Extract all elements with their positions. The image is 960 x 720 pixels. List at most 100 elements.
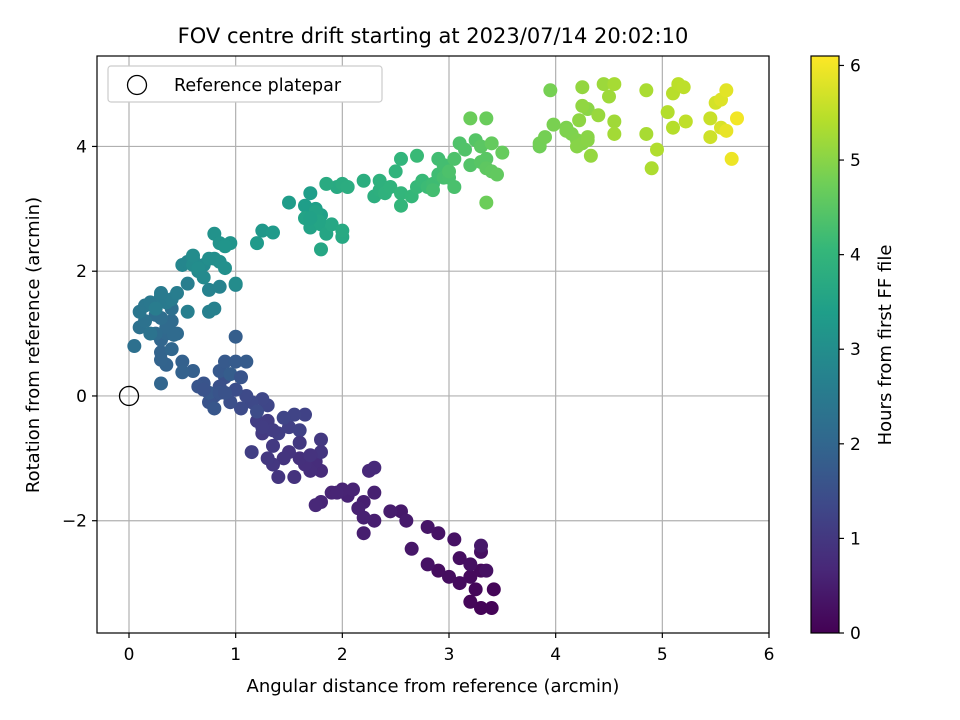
data-point — [356, 173, 371, 188]
data-point — [458, 142, 472, 157]
data-point — [383, 179, 398, 194]
data-point — [239, 354, 254, 369]
data-point — [394, 186, 408, 201]
data-point — [154, 286, 168, 301]
data-point — [543, 83, 558, 98]
data-point — [298, 198, 312, 213]
reference-marker-group — [118, 385, 140, 407]
data-point — [154, 376, 168, 391]
data-point — [426, 183, 440, 198]
data-point — [719, 83, 734, 98]
data-point — [666, 120, 680, 135]
legend: Reference platepar — [107, 65, 383, 103]
data-point — [572, 113, 587, 128]
data-point — [196, 382, 211, 397]
data-point — [484, 136, 499, 151]
data-point — [420, 519, 435, 534]
data-point — [186, 248, 200, 263]
data-point — [314, 445, 328, 460]
data-point — [580, 133, 595, 148]
data-point — [660, 105, 675, 120]
data-point — [330, 485, 344, 500]
data-point — [276, 410, 291, 425]
grid-lines — [97, 56, 770, 633]
legend-reference-marker — [126, 74, 148, 96]
y-axis-ticks: −2 0 2 4 — [62, 137, 97, 532]
data-point — [228, 329, 243, 344]
data-point — [202, 282, 216, 297]
data-point — [244, 445, 259, 460]
colorbar-tick-label: 5 — [850, 151, 861, 171]
data-point — [442, 164, 456, 179]
data-point — [474, 601, 488, 616]
data-point — [292, 451, 307, 466]
colorbar-ticks: 0 1 2 3 4 5 6 — [839, 56, 861, 644]
data-point — [474, 139, 488, 154]
data-point — [575, 98, 590, 113]
data-point — [218, 385, 232, 400]
data-point — [538, 130, 552, 145]
data-point — [180, 276, 195, 291]
data-point — [164, 342, 179, 357]
data-point — [298, 407, 312, 422]
data-point — [703, 111, 718, 126]
data-point — [175, 354, 190, 369]
data-point — [356, 510, 371, 525]
data-point — [287, 470, 302, 485]
data-point — [271, 470, 286, 485]
data-point — [650, 142, 664, 157]
data-point — [234, 401, 248, 416]
data-point — [367, 513, 382, 528]
data-point — [143, 326, 158, 341]
data-point — [223, 367, 238, 382]
data-point — [447, 532, 462, 547]
data-point — [266, 225, 280, 240]
colorbar-fill — [811, 56, 839, 633]
data-point — [356, 526, 371, 541]
data-point — [724, 151, 739, 166]
colorbar-tick-label: 4 — [850, 246, 861, 266]
data-point — [234, 370, 248, 385]
data-point — [468, 582, 483, 597]
data-point — [324, 217, 339, 232]
data-point — [463, 111, 478, 126]
data-point — [479, 195, 494, 210]
data-point — [212, 279, 227, 294]
data-point — [410, 148, 424, 163]
data-point — [570, 139, 584, 154]
data-point — [463, 594, 478, 609]
data-point — [719, 123, 734, 138]
data-point — [607, 77, 622, 92]
data-point — [314, 432, 328, 447]
chart-title: FOV centre drift starting at 2023/07/14 … — [178, 24, 689, 48]
data-point — [319, 176, 334, 191]
data-point — [420, 557, 435, 572]
data-point — [207, 301, 222, 316]
data-point — [486, 582, 501, 597]
data-point — [447, 179, 462, 194]
legend-label: Reference platepar — [174, 76, 342, 96]
data-point — [303, 448, 318, 463]
x-tick-label: 0 — [124, 645, 135, 665]
data-point — [479, 563, 494, 578]
data-point — [287, 407, 302, 422]
colorbar-tick-label: 0 — [850, 624, 861, 644]
data-point — [127, 339, 142, 354]
data-point — [282, 195, 296, 210]
data-point — [260, 451, 275, 466]
data-point — [730, 111, 744, 126]
data-point — [394, 198, 408, 213]
data-point — [452, 576, 467, 591]
plot-frame — [96, 55, 770, 634]
data-point — [583, 148, 598, 163]
data-point — [676, 80, 691, 95]
data-point — [180, 304, 195, 319]
x-tick-label: 5 — [657, 645, 668, 665]
data-point — [340, 179, 355, 194]
colorbar-tick-label: 2 — [850, 435, 861, 455]
x-tick-label: 2 — [337, 645, 348, 665]
data-point — [303, 186, 318, 201]
y-tick-label: 2 — [76, 262, 87, 282]
data-point — [255, 223, 270, 238]
